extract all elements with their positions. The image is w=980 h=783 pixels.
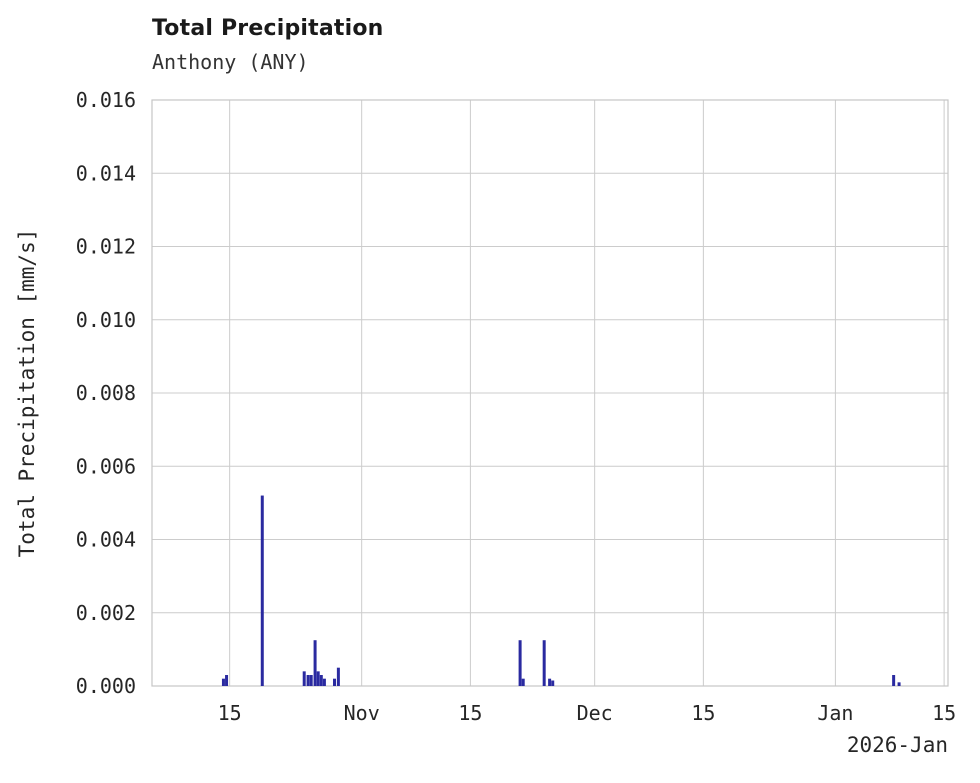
precip-bar [892,675,896,686]
precip-bar [302,671,306,686]
precip-bar [319,675,323,686]
x-tick-label: 15 [932,701,956,725]
y-tick-label: 0.012 [76,235,136,259]
y-tick-label: 0.014 [76,161,136,185]
precip-bar [332,678,336,686]
precip-bar [221,678,225,686]
y-tick-label: 0.016 [76,88,136,112]
y-axis-label: Total Precipitation [mm/s] [15,229,39,558]
chart-subtitle: Anthony (ANY) [152,50,309,74]
precip-bar [316,671,320,686]
x-tick-label: Dec [577,701,613,725]
x-tick-label: 15 [691,701,715,725]
precip-bar [322,678,326,686]
y-tick-label: 0.000 [76,674,136,698]
x-tick-label: Nov [344,701,380,725]
precip-bar [225,675,229,686]
precip-bar [313,640,317,686]
x-axis-corner-label: 2026-Jan [847,733,948,757]
precip-bar [521,678,525,686]
precip-bar [548,678,552,686]
y-tick-label: 0.004 [76,528,136,552]
precip-bar [306,675,310,686]
y-tick-label: 0.008 [76,381,136,405]
y-tick-label: 0.010 [76,308,136,332]
y-tick-label: 0.006 [76,454,136,478]
precip-bar [518,640,522,686]
precip-bar [542,640,546,686]
precip-bar [336,667,340,686]
chart-title: Total Precipitation [152,16,384,41]
y-tick-label: 0.002 [76,601,136,625]
x-tick-label: 15 [458,701,482,725]
x-tick-label: Jan [817,701,853,725]
x-tick-label: 15 [218,701,242,725]
precip-bar [551,680,555,686]
precip-bar [260,495,264,686]
precip-bar [897,682,901,686]
precip-bar [309,675,313,686]
